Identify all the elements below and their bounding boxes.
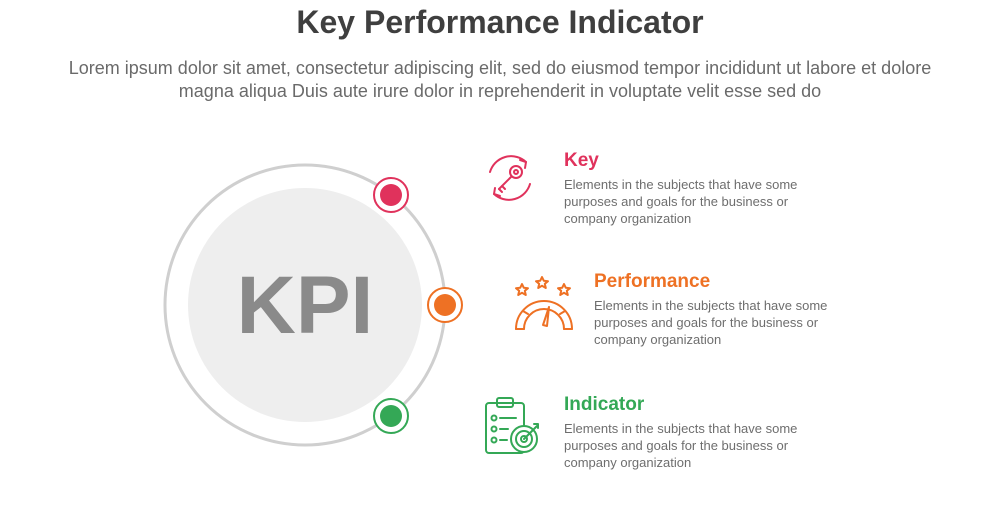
inner-circle <box>188 188 422 422</box>
clipboard-target-icon <box>482 394 546 458</box>
kpi-label: KPI <box>237 260 374 351</box>
item-heading: Indicator <box>564 394 645 415</box>
node-key <box>373 177 409 213</box>
page-subtitle: Lorem ipsum dolor sit amet, consectetur … <box>68 58 932 101</box>
item-heading: Key <box>564 150 599 171</box>
page-title: Key Performance Indicator <box>296 4 704 40</box>
item-description: Elements in the subjects that have some … <box>564 421 798 470</box>
item-description: Elements in the subjects that have some … <box>564 177 798 226</box>
speedometer-stars-icon <box>512 271 576 335</box>
key-cycle-icon <box>482 150 546 214</box>
node-indicator <box>373 398 409 434</box>
item-heading: Performance <box>594 271 711 292</box>
node-performance <box>427 287 463 323</box>
item-description: Elements in the subjects that have some … <box>594 298 828 347</box>
